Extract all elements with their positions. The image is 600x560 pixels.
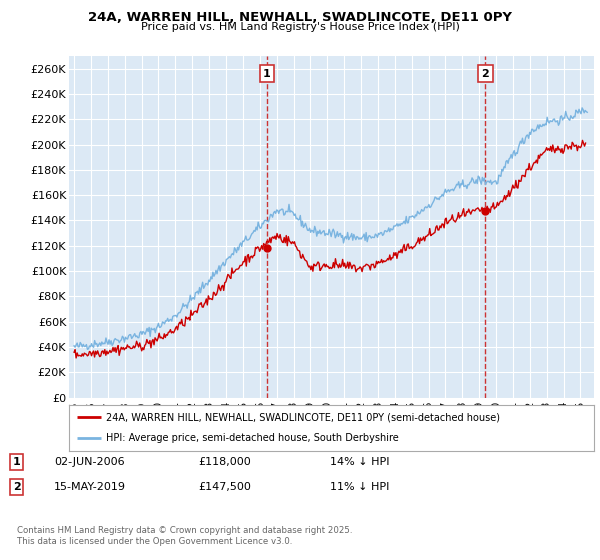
Text: 24A, WARREN HILL, NEWHALL, SWADLINCOTE, DE11 0PY (semi-detached house): 24A, WARREN HILL, NEWHALL, SWADLINCOTE, … bbox=[106, 412, 500, 422]
Text: 11% ↓ HPI: 11% ↓ HPI bbox=[330, 482, 389, 492]
Text: Price paid vs. HM Land Registry's House Price Index (HPI): Price paid vs. HM Land Registry's House … bbox=[140, 22, 460, 32]
Text: 24A, WARREN HILL, NEWHALL, SWADLINCOTE, DE11 0PY: 24A, WARREN HILL, NEWHALL, SWADLINCOTE, … bbox=[88, 11, 512, 24]
Text: 1: 1 bbox=[263, 69, 271, 79]
Text: 1: 1 bbox=[13, 457, 20, 467]
Text: £118,000: £118,000 bbox=[198, 457, 251, 467]
Text: £147,500: £147,500 bbox=[198, 482, 251, 492]
Text: 2: 2 bbox=[13, 482, 20, 492]
Text: Contains HM Land Registry data © Crown copyright and database right 2025.
This d: Contains HM Land Registry data © Crown c… bbox=[17, 526, 352, 546]
Text: 14% ↓ HPI: 14% ↓ HPI bbox=[330, 457, 389, 467]
Text: HPI: Average price, semi-detached house, South Derbyshire: HPI: Average price, semi-detached house,… bbox=[106, 433, 398, 444]
Text: 2: 2 bbox=[482, 69, 490, 79]
Text: 02-JUN-2006: 02-JUN-2006 bbox=[54, 457, 125, 467]
Text: 15-MAY-2019: 15-MAY-2019 bbox=[54, 482, 126, 492]
